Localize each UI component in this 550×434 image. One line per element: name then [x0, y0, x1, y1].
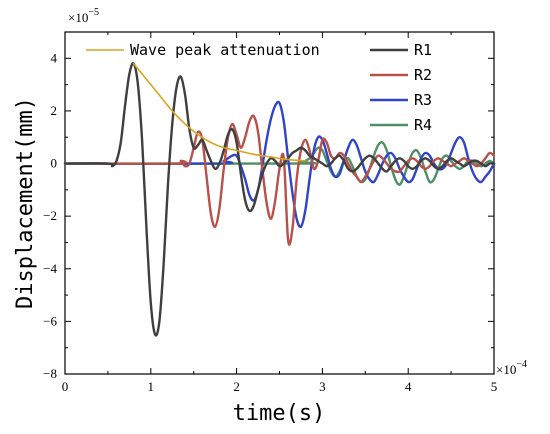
legend-label-r1: R1: [414, 41, 432, 59]
series-line-wave-peak-attenuation: [132, 62, 307, 162]
y-tick-label: 0: [51, 156, 58, 171]
series-layer: [63, 62, 496, 337]
legend-label-r2: R2: [414, 66, 432, 84]
x-tick-label: 0: [62, 379, 69, 394]
x-axis-ticks: 0 1 2 3 4 5: [62, 32, 498, 394]
y-axis-title: Displacement(mm): [13, 97, 38, 309]
y-tick-label: 4: [51, 50, 58, 65]
x-tick-label: 5: [491, 379, 498, 394]
x-tick-label: 4: [405, 379, 412, 394]
x-axis-title: time(s): [233, 401, 326, 426]
legend-label-r4: R4: [414, 116, 432, 134]
y-axis-ticks: −8 −6 −4 −2 0 2 4: [43, 50, 494, 381]
y-tick-label: −8: [43, 366, 57, 381]
legend-label-wave-peak-attenuation: Wave peak attenuation: [130, 41, 320, 59]
series-line-r1: [63, 62, 496, 337]
y-tick-label: −4: [43, 261, 57, 276]
y-multiplier: ×10: [68, 10, 88, 25]
y-tick-label: −2: [43, 208, 57, 223]
legend-label-r3: R3: [414, 91, 432, 109]
series-line-r2: [63, 114, 496, 246]
y-tick-label: −6: [43, 313, 57, 328]
legend: Wave peak attenuation R1 R2 R3 R4: [86, 41, 432, 134]
y-exponent-label: ×10−5: [68, 7, 99, 25]
x-tick-label: 2: [233, 379, 240, 394]
x-exponent-label: ×10−4: [496, 359, 527, 377]
x-exponent: −4: [516, 359, 527, 370]
x-multiplier: ×10: [496, 362, 516, 377]
y-exponent: −5: [88, 7, 99, 18]
x-tick-label: 1: [148, 379, 155, 394]
x-tick-label: 3: [319, 379, 326, 394]
y-tick-label: 2: [51, 103, 58, 118]
